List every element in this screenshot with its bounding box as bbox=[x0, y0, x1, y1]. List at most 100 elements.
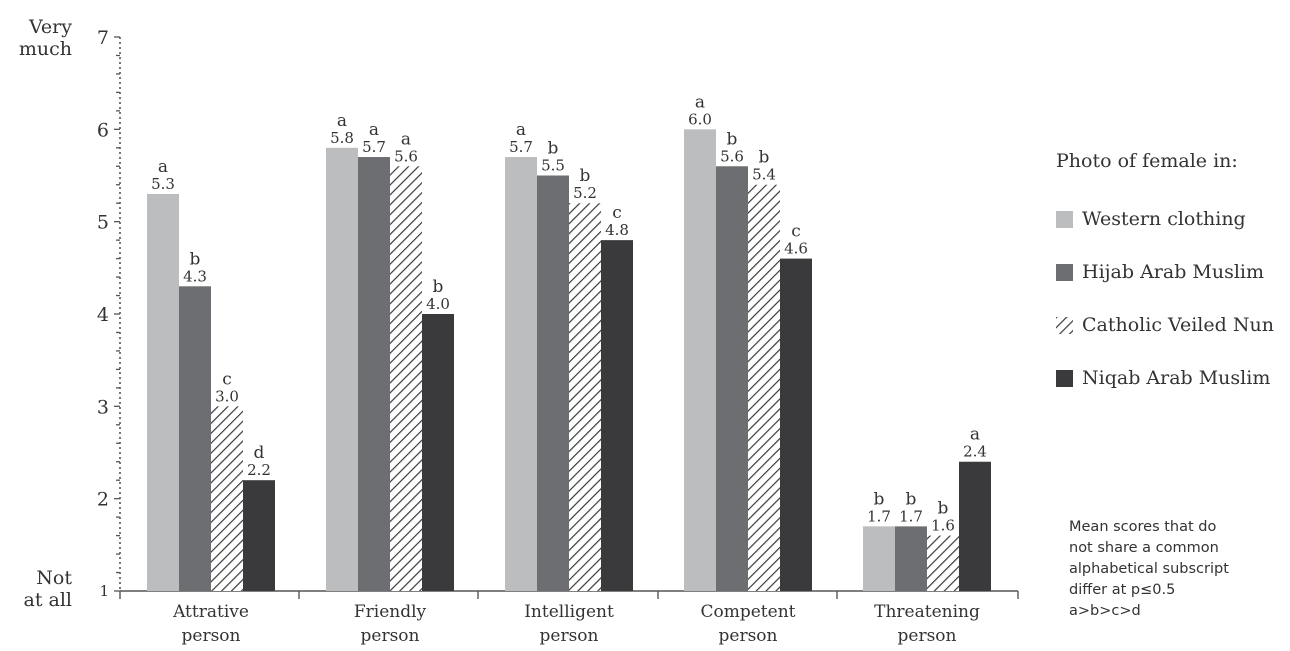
bar bbox=[863, 526, 895, 591]
bar-significance-letter: c bbox=[222, 369, 232, 389]
bar-value-label: 4.8 bbox=[605, 221, 629, 239]
bar-significance-letter: b bbox=[759, 148, 770, 168]
x-category-label-line: person bbox=[719, 626, 778, 646]
bar bbox=[358, 157, 390, 592]
legend-label: Hijab Arab Muslim bbox=[1082, 261, 1265, 283]
bar bbox=[326, 147, 358, 592]
bar-value-label: 5.4 bbox=[752, 166, 776, 184]
bar-significance-letter: c bbox=[612, 203, 622, 223]
x-category-label: Attrative person bbox=[172, 602, 249, 646]
bar-significance-letter: b bbox=[906, 489, 917, 509]
bar-significance-letter: b bbox=[548, 139, 559, 159]
bar bbox=[601, 240, 633, 591]
bar bbox=[569, 203, 601, 591]
bar bbox=[748, 184, 780, 591]
bar-significance-letter: a bbox=[970, 425, 980, 445]
bar-value-label: 4.3 bbox=[183, 267, 207, 285]
significance-note: Mean scores that do not share a common alp… bbox=[1069, 517, 1289, 622]
y-tick-label: 2 bbox=[97, 489, 109, 511]
bar-value-label: 5.2 bbox=[573, 184, 597, 202]
x-category-label: Threatening person bbox=[874, 602, 980, 646]
x-category-label-line: Competent bbox=[701, 602, 796, 622]
bar bbox=[147, 193, 179, 591]
bar-value-label: 5.7 bbox=[509, 138, 533, 156]
y-tick-label: 4 bbox=[97, 304, 109, 326]
bar-significance-letter: c bbox=[791, 222, 801, 242]
bar bbox=[390, 166, 422, 591]
bar-value-label: 3.0 bbox=[215, 387, 239, 405]
x-category-label: Intelligent person bbox=[524, 602, 614, 646]
legend-swatch-fill bbox=[1056, 369, 1073, 387]
bar-value-label: 1.7 bbox=[867, 507, 891, 525]
bar-significance-letter: b bbox=[874, 489, 885, 509]
legend-swatch bbox=[1056, 316, 1073, 334]
bar-significance-letter: a bbox=[516, 120, 526, 140]
bar-significance-letter: b bbox=[433, 277, 444, 297]
y-axis-top-label: Very much bbox=[18, 16, 72, 60]
bar bbox=[780, 258, 812, 591]
legend-swatch bbox=[1056, 369, 1073, 387]
bar-significance-letter: a bbox=[369, 120, 379, 140]
legend-items: Western clothing Hijab Arab Muslim Catholi… bbox=[1056, 206, 1286, 391]
note-line: a>b>c>d bbox=[1069, 603, 1141, 619]
legend-item: Catholic Veiled Nun bbox=[1056, 312, 1286, 338]
bar bbox=[243, 480, 275, 591]
bar-significance-letter: a bbox=[401, 129, 411, 149]
note-line: Mean scores that do bbox=[1069, 519, 1217, 535]
legend-item: Hijab Arab Muslim bbox=[1056, 259, 1286, 285]
bar-significance-letter: b bbox=[190, 249, 201, 269]
legend-label: Western clothing bbox=[1082, 208, 1246, 230]
x-category-label-line: Friendly bbox=[354, 602, 427, 622]
bar-value-label: 4.0 bbox=[426, 295, 450, 313]
legend-swatch-fill bbox=[1056, 316, 1073, 334]
bar-significance-letter: b bbox=[580, 166, 591, 186]
note-line: alphabetical subscript bbox=[1069, 561, 1229, 577]
bar bbox=[684, 129, 716, 592]
chart-data-labels: 5.3a5.8a5.7a6.0a1.7b4.3b5.7a5.5b 5.6b1.7b… bbox=[151, 92, 987, 534]
y-tick-label: 7 bbox=[97, 27, 109, 49]
y-tick-label: 6 bbox=[97, 119, 109, 141]
bar bbox=[895, 526, 927, 591]
bar-value-label: 5.6 bbox=[720, 147, 744, 165]
x-category-label-line: Attrative bbox=[172, 602, 249, 622]
bar bbox=[211, 406, 243, 591]
bar-value-label: 6.0 bbox=[688, 110, 712, 128]
bar bbox=[179, 286, 211, 591]
x-category-label-line: Intelligent bbox=[524, 602, 614, 622]
legend-label: Niqab Arab Muslim bbox=[1082, 367, 1271, 389]
legend-label: Catholic Veiled Nun bbox=[1082, 314, 1274, 336]
bar-value-label: 1.6 bbox=[931, 517, 955, 535]
bar-value-label: 5.8 bbox=[330, 129, 354, 147]
y-tick-label: 3 bbox=[97, 396, 109, 418]
bar bbox=[537, 175, 569, 591]
bar-significance-letter: d bbox=[254, 443, 265, 463]
legend-swatch-fill bbox=[1056, 210, 1073, 228]
x-category-label: Friendly person bbox=[354, 602, 427, 646]
bar bbox=[959, 461, 991, 591]
note-line: differ at p≤0.5 bbox=[1069, 582, 1176, 598]
bar bbox=[422, 314, 454, 591]
bar-value-label: 2.4 bbox=[963, 443, 987, 461]
legend-swatch-fill bbox=[1056, 263, 1073, 281]
x-category-label-line: person bbox=[540, 626, 599, 646]
x-category-label-line: person bbox=[361, 626, 420, 646]
bar-significance-letter: a bbox=[158, 157, 168, 177]
y-tick-label: 1 bbox=[99, 582, 109, 600]
bar-value-label: 5.7 bbox=[362, 138, 386, 156]
bar-value-label: 2.2 bbox=[247, 461, 271, 479]
legend-swatch bbox=[1056, 210, 1073, 228]
bar-value-label: 5.5 bbox=[541, 157, 565, 175]
bar-value-label: 5.3 bbox=[151, 175, 175, 193]
x-category-label-line: person bbox=[182, 626, 241, 646]
x-category-label-line: person bbox=[898, 626, 957, 646]
legend-item: Western clothing bbox=[1056, 206, 1286, 232]
legend-swatch bbox=[1056, 263, 1073, 281]
bar-significance-letter: a bbox=[337, 111, 347, 131]
note-line: not share a common bbox=[1069, 540, 1219, 556]
x-category-label-line: Threatening bbox=[874, 602, 980, 622]
legend-title: Photo of female in: bbox=[1056, 150, 1238, 172]
x-category-label: Competent person bbox=[701, 602, 796, 646]
bar-value-label: 4.6 bbox=[784, 240, 808, 258]
